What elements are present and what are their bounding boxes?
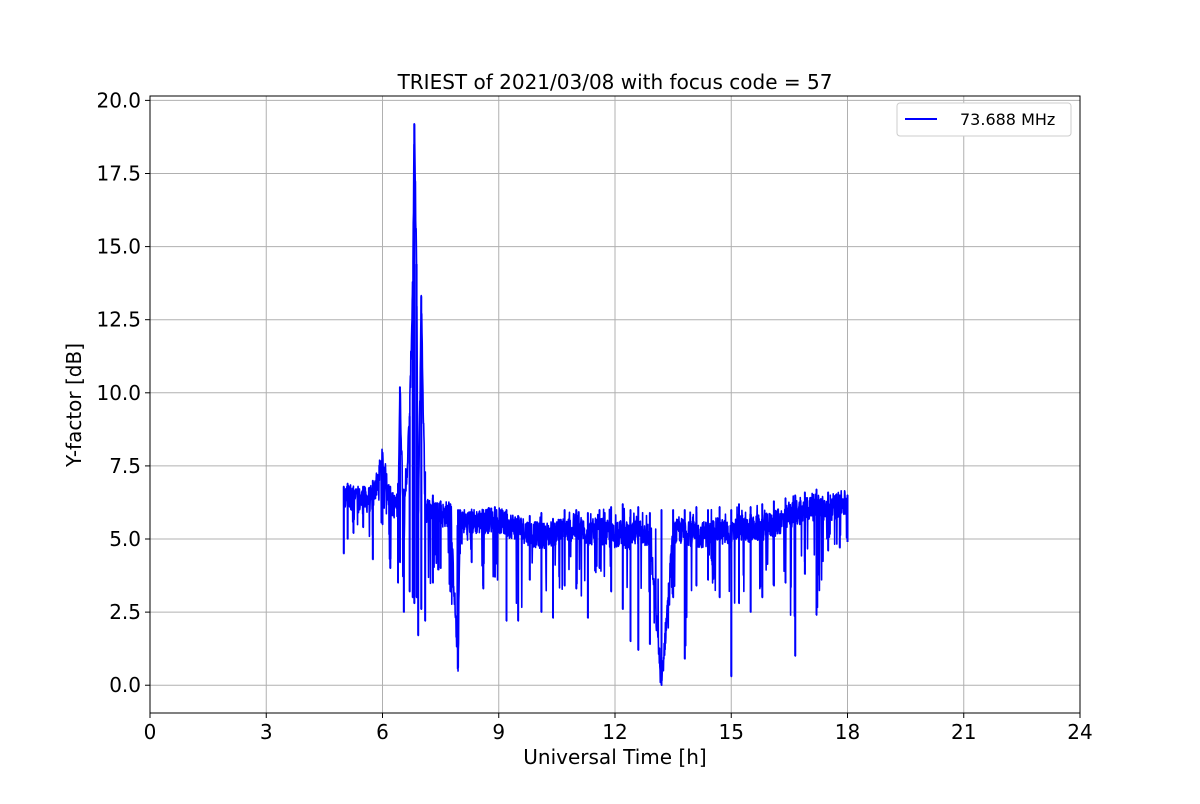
chart-title: TRIEST of 2021/03/08 with focus code = 5… [397,70,833,94]
y-tick-label: 10.0 [96,381,141,405]
y-tick-label: 17.5 [96,161,141,185]
y-tick-label: 0.0 [109,673,141,697]
x-tick-label: 21 [951,720,976,744]
x-tick-label: 24 [1067,720,1092,744]
legend-box [896,102,1072,137]
y-tick-label: 12.5 [96,308,141,332]
ticks-layer: 0 3 6 9 12 15 18 21 24 0.0 2.5 5.0 7.5 10.0 12.5 15.0 17… [96,88,1092,744]
x-tick-label: 9 [492,720,505,744]
y-tick-label: 7.5 [109,454,141,478]
legend: 73.688 MHz [896,102,1072,137]
y-tick-label: 20.0 [96,88,141,112]
x-axis-label: Universal Time [h] [523,745,706,769]
x-tick-label: 18 [835,720,860,744]
y-tick-label: 15.0 [96,235,141,259]
x-tick-label: 15 [719,720,744,744]
x-tick-label: 3 [260,720,273,744]
y-tick-label: 2.5 [109,600,141,624]
y-tick-label: 5.0 [109,527,141,551]
series-layer [342,122,849,687]
y-axis-label: Y-factor [dB] [62,343,86,468]
x-tick-label: 0 [144,720,157,744]
legend-label: 73.688 MHz [960,110,1055,129]
x-tick-label: 6 [376,720,389,744]
x-tick-label: 12 [602,720,627,744]
